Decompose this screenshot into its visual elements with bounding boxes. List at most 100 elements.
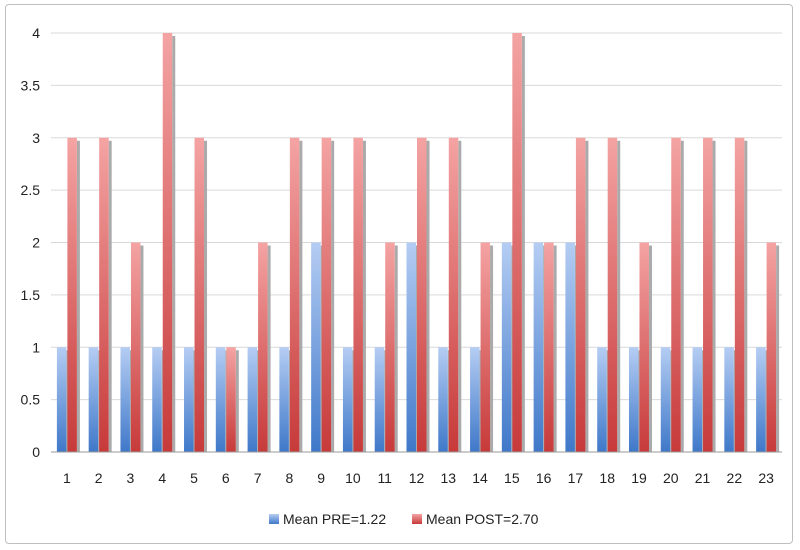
- bar-post-20: [671, 137, 681, 452]
- bar-pre-15: [501, 242, 512, 452]
- bar-shadow: [585, 140, 589, 452]
- x-tick-label: 4: [158, 470, 166, 486]
- bar-shadow: [521, 36, 525, 452]
- bar-post-12: [417, 137, 427, 452]
- x-tick-label: 6: [222, 470, 230, 486]
- x-tick-label: 12: [409, 470, 425, 486]
- x-tick-label: 10: [345, 470, 361, 486]
- bar-pre-13: [438, 347, 448, 452]
- bar-post-13: [448, 137, 459, 452]
- legend-swatch-pre: [269, 514, 279, 524]
- bar-pre-14: [470, 347, 480, 452]
- bar-post-23: [766, 242, 777, 452]
- legend-label-pre: Mean PRE=1.22: [283, 511, 386, 527]
- x-tick-label: 18: [599, 470, 615, 486]
- bar-pre-6: [215, 347, 226, 452]
- bar-pre-19: [628, 347, 639, 452]
- bar-pre-5: [184, 347, 194, 452]
- x-tick-label: 17: [568, 470, 584, 486]
- bar-post-6: [226, 347, 236, 452]
- x-tick-label: 20: [663, 470, 679, 486]
- bar-post-10: [353, 137, 363, 452]
- bar-shadow: [458, 140, 462, 452]
- x-tick-label: 23: [758, 470, 774, 486]
- bar-post-22: [734, 137, 745, 452]
- x-tick-label: 9: [317, 470, 325, 486]
- x-tick-label: 13: [440, 470, 456, 486]
- bar-post-1: [67, 137, 77, 452]
- bar-post-14: [480, 242, 491, 452]
- x-tick-label: 19: [631, 470, 647, 486]
- bar-shadow: [648, 245, 652, 452]
- bar-pre-8: [279, 347, 289, 452]
- bar-pre-2: [88, 347, 99, 452]
- y-tick-label: 3.5: [21, 77, 41, 93]
- bars: [56, 33, 780, 452]
- bar-pre-23: [756, 347, 766, 452]
- bar-shadow: [76, 140, 80, 452]
- bar-shadow: [299, 140, 303, 452]
- y-tick-label: 1.5: [21, 287, 41, 303]
- bar-shadow: [172, 36, 176, 452]
- legend-label-post: Mean POST=2.70: [426, 511, 539, 527]
- bar-post-17: [575, 137, 586, 452]
- x-tick-label: 14: [472, 470, 488, 486]
- bar-shadow: [140, 245, 144, 452]
- bar-shadow: [490, 245, 494, 452]
- bar-shadow: [617, 140, 621, 452]
- bar-post-16: [544, 242, 554, 452]
- y-tick-label: 3: [32, 130, 40, 146]
- bar-pre-10: [342, 347, 353, 452]
- x-tick-label: 7: [254, 470, 262, 486]
- bar-shadow: [394, 245, 398, 452]
- bar-post-2: [99, 137, 109, 452]
- bar-shadow: [553, 245, 557, 452]
- bar-post-19: [639, 242, 649, 452]
- x-tick-label: 1: [63, 470, 71, 486]
- x-tick-label: 3: [127, 470, 135, 486]
- bar-post-11: [385, 242, 395, 452]
- x-tick-label: 16: [536, 470, 552, 486]
- bar-pre-11: [374, 347, 385, 452]
- y-tick-label: 1: [32, 339, 40, 355]
- bar-pre-21: [692, 347, 703, 452]
- bar-shadow: [776, 245, 780, 452]
- bar-pre-12: [406, 242, 416, 452]
- bar-pre-7: [247, 347, 258, 452]
- x-tick-label: 8: [285, 470, 293, 486]
- y-tick-label: 4: [32, 25, 40, 41]
- x-axis-tick-labels: 1 2 3 4 5 6 7 8 9 10 11 12 13 14 15 16 17 18 19 20 21 22 23: [63, 470, 774, 486]
- bar-post-15: [512, 33, 522, 452]
- bar-post-21: [703, 137, 713, 452]
- bar-shadow: [744, 140, 748, 452]
- bar-post-9: [321, 137, 332, 452]
- bar-shadow: [235, 350, 239, 452]
- bar-pre-17: [565, 242, 575, 452]
- bar-pre-20: [660, 347, 671, 452]
- x-tick-label: 2: [95, 470, 103, 486]
- bar-shadow: [426, 140, 430, 452]
- x-tick-label: 11: [377, 470, 392, 486]
- y-tick-label: 0.5: [21, 392, 41, 408]
- bar-pre-9: [311, 242, 321, 452]
- bar-shadow: [712, 140, 716, 452]
- legend: Mean PRE=1.22 Mean POST=2.70: [269, 511, 539, 527]
- bar-pre-18: [597, 347, 607, 452]
- bar-pre-22: [724, 347, 734, 452]
- bar-shadow: [108, 140, 112, 452]
- bar-post-18: [607, 137, 618, 452]
- bar-post-5: [194, 137, 205, 452]
- y-tick-label: 2: [32, 235, 40, 251]
- x-tick-label: 21: [695, 470, 711, 486]
- bar-post-3: [130, 242, 141, 452]
- bar-post-4: [162, 33, 173, 452]
- bar-post-7: [258, 242, 268, 452]
- x-tick-label: 15: [504, 470, 520, 486]
- bar-shadow: [267, 245, 271, 452]
- bar-post-8: [289, 137, 300, 452]
- y-tick-label: 2.5: [21, 182, 41, 198]
- y-tick-label: 0: [32, 444, 40, 460]
- x-tick-label: 22: [727, 470, 743, 486]
- bar-pre-16: [533, 242, 544, 452]
